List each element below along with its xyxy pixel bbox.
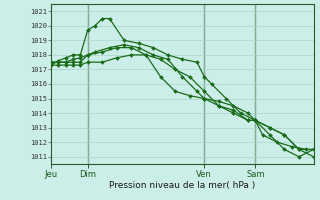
X-axis label: Pression niveau de la mer( hPa ): Pression niveau de la mer( hPa ) <box>109 181 256 190</box>
